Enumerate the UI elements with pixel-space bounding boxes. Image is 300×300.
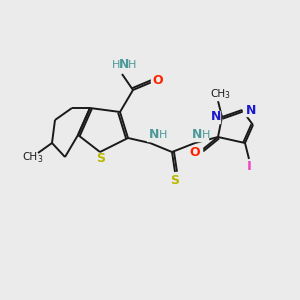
Bar <box>243 104 261 116</box>
Text: N: N <box>119 58 129 71</box>
Text: H: H <box>112 60 120 70</box>
Text: CH: CH <box>22 152 38 162</box>
Text: CH: CH <box>210 89 226 99</box>
Text: I: I <box>247 160 251 172</box>
Text: O: O <box>190 146 200 160</box>
Bar <box>243 160 255 172</box>
Text: O: O <box>153 74 163 88</box>
Text: N: N <box>192 128 202 142</box>
Bar <box>190 129 208 141</box>
Text: N: N <box>246 103 256 116</box>
Text: S: S <box>170 173 179 187</box>
Bar <box>151 75 165 87</box>
Bar <box>204 88 232 100</box>
Text: H: H <box>128 60 136 70</box>
Text: N: N <box>149 128 159 142</box>
Text: 3: 3 <box>38 154 42 164</box>
Bar <box>188 147 202 159</box>
Text: S: S <box>97 152 106 166</box>
Text: H: H <box>202 130 210 140</box>
Bar <box>168 174 182 186</box>
Bar <box>204 111 220 123</box>
Text: H: H <box>159 130 167 140</box>
Bar <box>109 59 135 71</box>
Text: N: N <box>211 110 221 124</box>
Bar <box>147 129 165 141</box>
Text: 3: 3 <box>225 92 230 100</box>
